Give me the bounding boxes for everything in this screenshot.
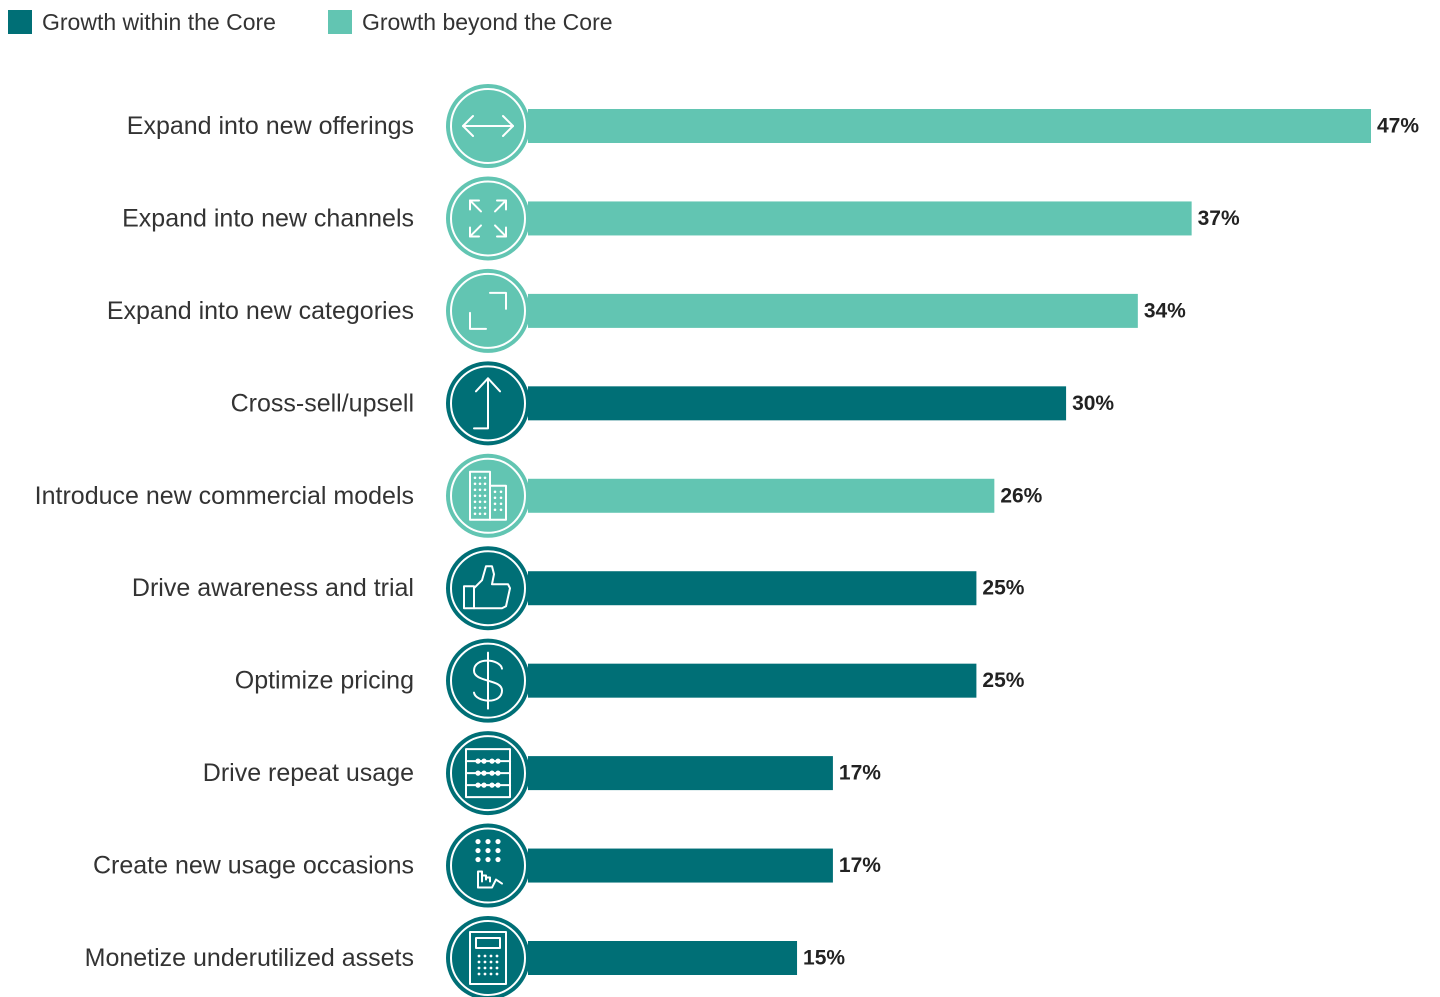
bar — [528, 293, 1138, 328]
icon-ring — [450, 642, 526, 719]
icon-ring — [450, 550, 526, 627]
arrows-left-right-icon — [462, 115, 514, 137]
bar — [528, 478, 995, 513]
category-label: Monetize underutilized assets — [85, 944, 414, 972]
bar — [528, 109, 1371, 143]
category-label: Cross-sell/upsell — [231, 389, 414, 417]
bar — [528, 848, 833, 883]
value-label: 47% — [1377, 115, 1419, 138]
bar-row: Optimize pricing 25% — [235, 638, 1025, 723]
legend-swatch-within — [8, 10, 32, 34]
bar — [528, 386, 1067, 421]
bar-row: Drive repeat usage 17% — [203, 731, 881, 816]
bar-row: Drive awareness and trial 25% — [132, 546, 1025, 631]
bar — [528, 663, 977, 698]
bar — [528, 941, 798, 975]
legend-label-beyond: Growth beyond the Core — [361, 8, 613, 35]
icon-ring — [450, 920, 526, 996]
category-label: Drive awareness and trial — [132, 574, 414, 602]
icon-ring — [450, 272, 526, 349]
category-label: Drive repeat usage — [203, 759, 414, 787]
category-label: Introduce new commercial models — [35, 482, 414, 510]
icon-circle — [446, 546, 530, 631]
value-label: 25% — [982, 669, 1024, 692]
value-label: 17% — [839, 854, 881, 877]
icon-circle — [446, 268, 530, 353]
bar-row: Expand into new categories 34% — [107, 268, 1186, 353]
icon-ring — [450, 88, 526, 164]
legend-item-within: Growth within the Core — [8, 9, 276, 36]
bar-row: Cross-sell/upsell 30% — [231, 361, 1114, 446]
icon-ring — [450, 827, 526, 904]
legend: Growth within the Core Growth beyond the… — [8, 8, 665, 36]
thumbs-up-icon — [463, 565, 511, 610]
legend-swatch-beyond — [327, 10, 352, 34]
keypad-hand-icon — [475, 838, 503, 889]
icon-ring — [450, 457, 526, 534]
building-icon — [469, 470, 507, 521]
value-label: 17% — [839, 762, 881, 785]
value-label: 15% — [803, 947, 845, 970]
legend-label-within: Growth within the Core — [42, 8, 276, 35]
category-label: Expand into new categories — [107, 297, 414, 325]
value-label: 34% — [1144, 299, 1186, 322]
bar-row: Create new usage occasions 17% — [93, 823, 881, 908]
dollar-icon — [473, 651, 503, 710]
expand-arrows-icon — [469, 199, 507, 238]
legend-item-beyond: Growth beyond the Core — [327, 8, 613, 36]
up-arrow-icon — [473, 377, 501, 430]
abacus-icon — [465, 748, 511, 799]
icon-circle — [446, 916, 530, 997]
value-label: 26% — [1000, 484, 1042, 507]
icon-circle — [446, 176, 530, 261]
bar-row: Monetize underutilized assets 15% — [85, 916, 845, 997]
calculator-icon — [469, 931, 507, 985]
corner-brackets-icon — [469, 291, 507, 330]
bar-row: Expand into new channels 37% — [122, 176, 1240, 261]
bar-row: Expand into new offerings 47% — [127, 84, 1419, 168]
icon-ring — [450, 735, 526, 812]
value-label: 30% — [1072, 392, 1114, 415]
bar — [528, 756, 833, 791]
value-label: 37% — [1198, 207, 1240, 230]
icon-circle — [446, 453, 530, 538]
category-label: Expand into new offerings — [127, 112, 414, 140]
icon-circle — [446, 823, 530, 908]
bar — [528, 571, 977, 606]
icon-ring — [450, 365, 526, 442]
value-label: 25% — [982, 577, 1024, 600]
category-label: Optimize pricing — [235, 667, 414, 695]
bar — [528, 201, 1192, 236]
category-label: Expand into new channels — [122, 204, 414, 232]
bar-row: Introduce new commercial models 26% — [35, 453, 1043, 538]
category-label: Create new usage occasions — [93, 852, 414, 880]
icon-ring — [450, 180, 526, 257]
